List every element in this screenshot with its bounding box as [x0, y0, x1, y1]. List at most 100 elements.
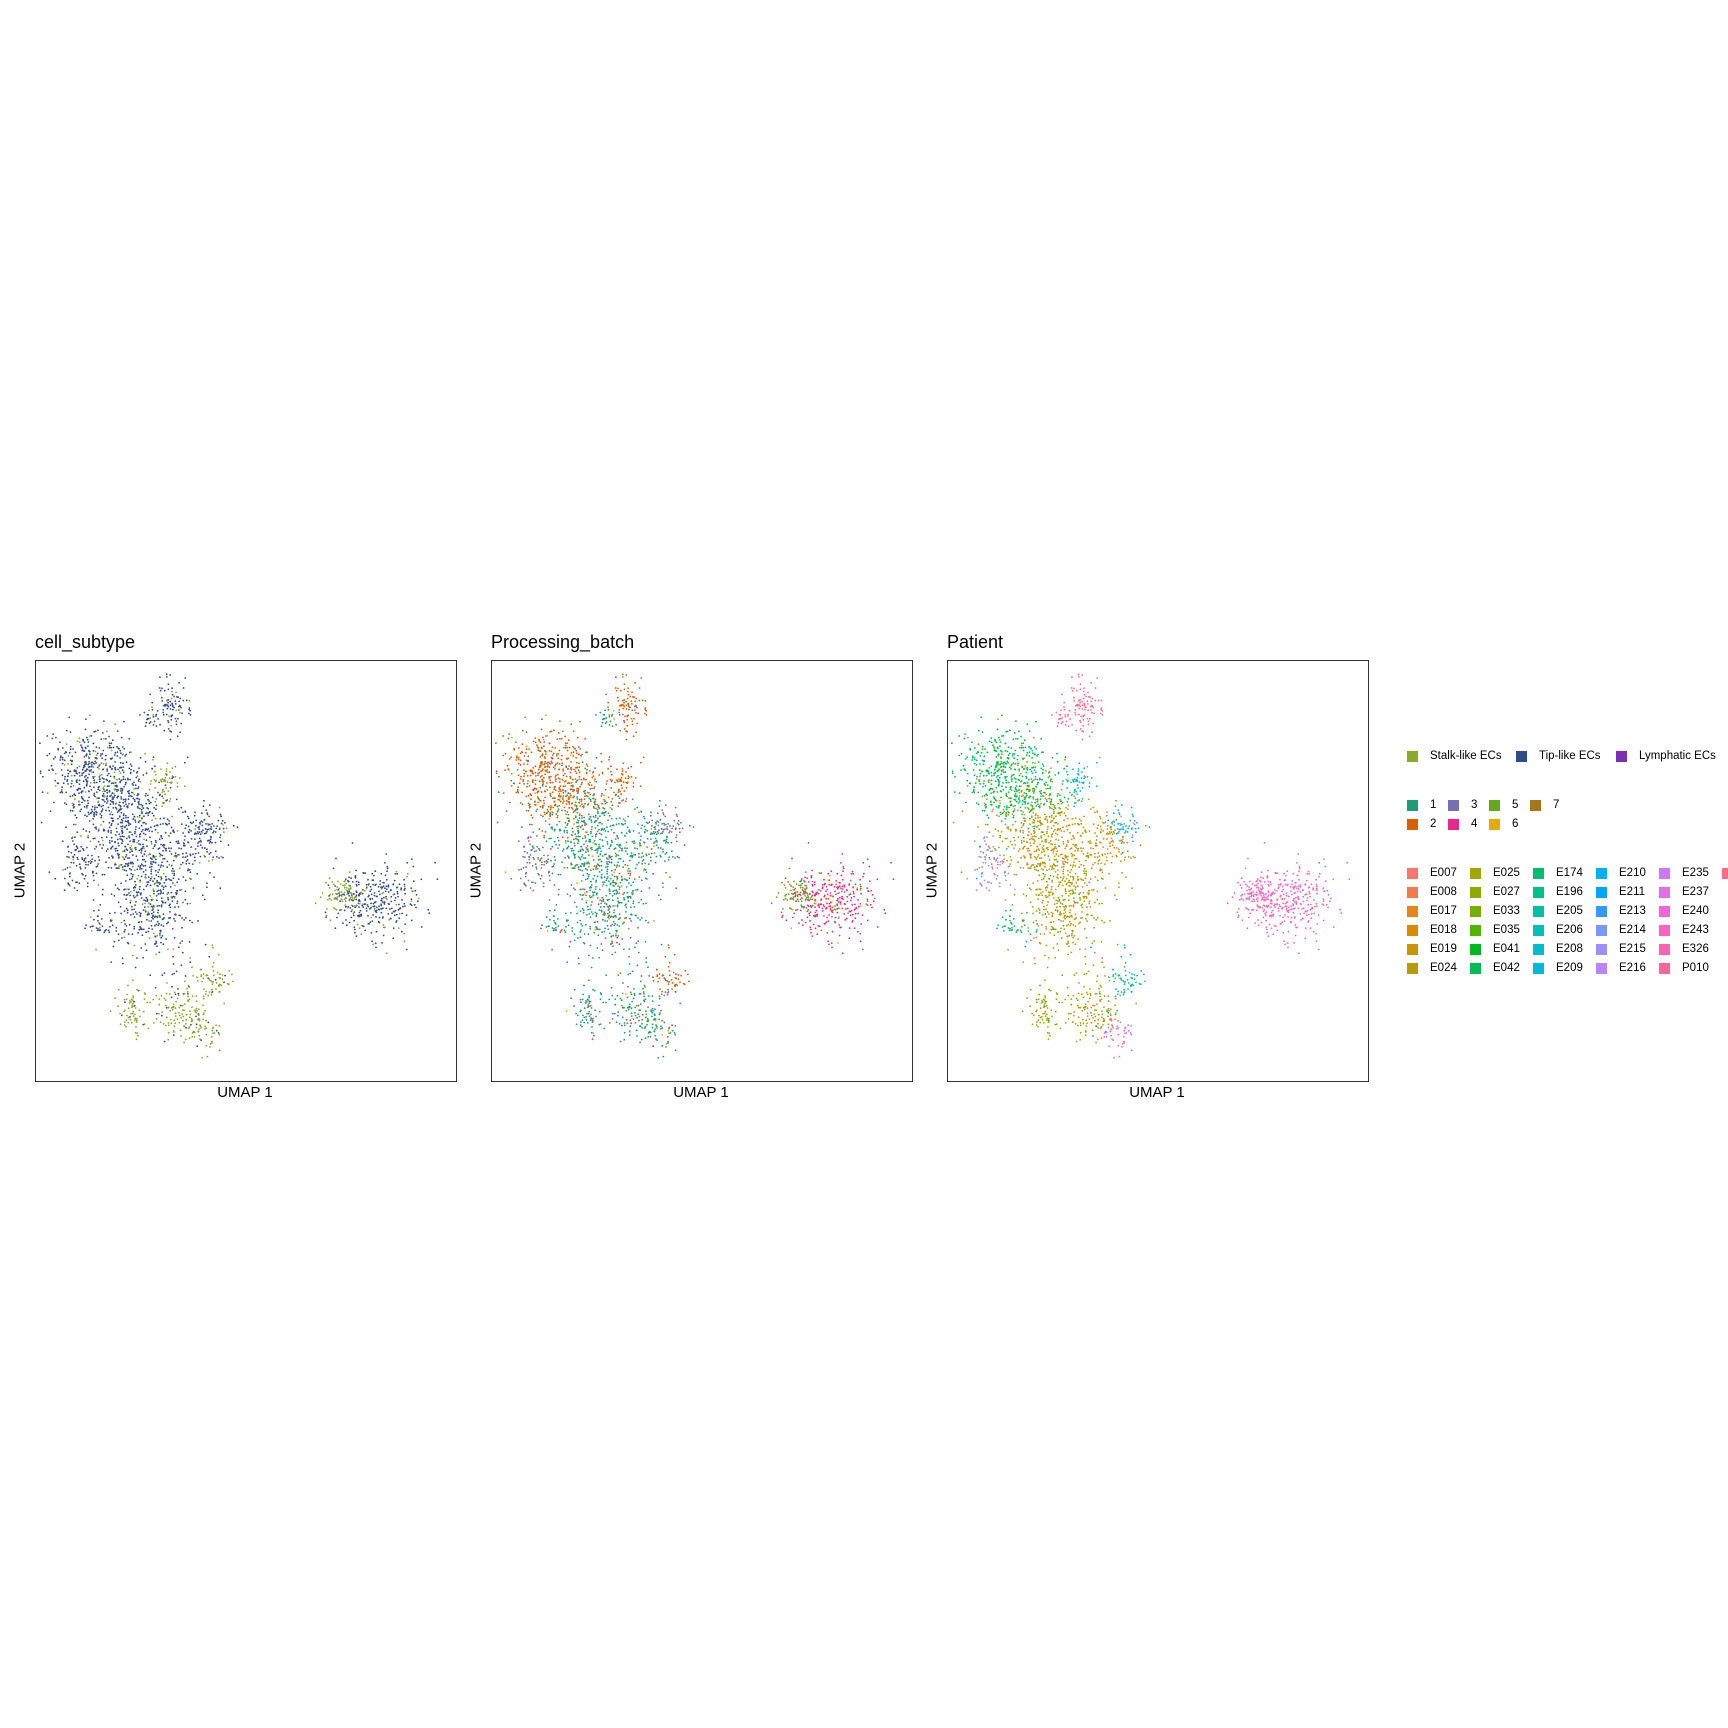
- data-point: [355, 935, 358, 937]
- data-point: [549, 792, 552, 795]
- data-point: [102, 763, 105, 765]
- data-point: [169, 704, 172, 707]
- data-point: [622, 704, 625, 706]
- data-point: [113, 754, 116, 756]
- data-point: [137, 780, 140, 782]
- data-point: [568, 807, 571, 809]
- data-point: [189, 1013, 192, 1016]
- data-point: [586, 831, 588, 834]
- data-point: [147, 853, 150, 856]
- data-point: [617, 791, 620, 794]
- data-point: [601, 771, 604, 774]
- data-point: [131, 850, 133, 853]
- data-point: [545, 916, 548, 918]
- data-point: [547, 870, 550, 873]
- data-point: [651, 1007, 654, 1010]
- data-point: [103, 931, 106, 934]
- data-point: [632, 892, 634, 895]
- data-point: [603, 905, 605, 908]
- data-point: [576, 779, 579, 782]
- data-point: [100, 810, 103, 813]
- data-point: [567, 817, 570, 820]
- data-point: [392, 937, 395, 940]
- data-point: [158, 838, 161, 840]
- data-point: [134, 911, 137, 913]
- data-point: [157, 871, 159, 874]
- data-point: [160, 936, 163, 939]
- data-point: [150, 780, 152, 782]
- data-point: [76, 781, 78, 784]
- data-point: [610, 855, 613, 858]
- data-point: [87, 854, 89, 857]
- data-point: [559, 800, 562, 803]
- data-point: [563, 772, 566, 775]
- data-point: [86, 846, 88, 849]
- data-point: [516, 769, 519, 771]
- data-point: [634, 1014, 637, 1017]
- data-point: [522, 866, 525, 869]
- data-point: [122, 778, 125, 781]
- data-point: [591, 1026, 593, 1028]
- data-point: [165, 713, 168, 716]
- data-point: [629, 917, 631, 920]
- data-point: [95, 754, 98, 757]
- data-point: [667, 823, 669, 825]
- data-point: [628, 859, 631, 862]
- data-point: [671, 856, 674, 858]
- data-point: [111, 813, 114, 816]
- data-point: [606, 870, 609, 873]
- data-point: [367, 915, 369, 917]
- data-point: [358, 906, 360, 908]
- data-point: [615, 934, 617, 937]
- data-point: [577, 820, 580, 822]
- data-point: [211, 988, 214, 991]
- data-point: [578, 798, 581, 801]
- data-point: [593, 787, 595, 790]
- data-point: [96, 929, 99, 932]
- data-point: [80, 808, 83, 811]
- data-point: [629, 872, 632, 875]
- data-point: [114, 723, 117, 726]
- data-point: [570, 761, 572, 763]
- data-point: [136, 1032, 139, 1034]
- data-point: [583, 1016, 586, 1019]
- data-point: [206, 850, 209, 853]
- data-point: [211, 991, 214, 993]
- data-point: [556, 816, 559, 819]
- data-point: [166, 699, 168, 702]
- data-point: [208, 804, 211, 806]
- data-point: [161, 935, 164, 937]
- data-point: [410, 900, 413, 902]
- data-point: [173, 897, 176, 899]
- data-point: [78, 737, 81, 739]
- data-point: [538, 740, 540, 742]
- data-point: [73, 854, 76, 856]
- data-point: [116, 838, 119, 841]
- data-point: [587, 1005, 590, 1008]
- data-point: [98, 789, 101, 792]
- data-point: [81, 790, 84, 793]
- data-point: [582, 1014, 584, 1017]
- data-point: [799, 909, 802, 912]
- data-point: [154, 787, 156, 789]
- data-point: [532, 881, 534, 884]
- data-point: [574, 778, 577, 780]
- data-point: [618, 892, 620, 895]
- data-point: [521, 791, 524, 794]
- data-point: [125, 998, 128, 1001]
- data-point: [574, 833, 577, 836]
- data-point: [123, 931, 126, 933]
- data-point: [529, 793, 532, 795]
- data-point: [619, 1040, 622, 1043]
- data-point: [164, 885, 167, 888]
- data-point: [91, 854, 93, 857]
- data-point: [90, 735, 93, 737]
- data-point: [72, 856, 75, 859]
- data-point: [126, 865, 129, 867]
- data-point: [147, 794, 149, 797]
- data-point: [338, 892, 341, 895]
- data-point: [190, 1020, 193, 1023]
- data-point: [396, 890, 399, 893]
- data-point: [201, 821, 204, 823]
- data-point: [588, 887, 591, 889]
